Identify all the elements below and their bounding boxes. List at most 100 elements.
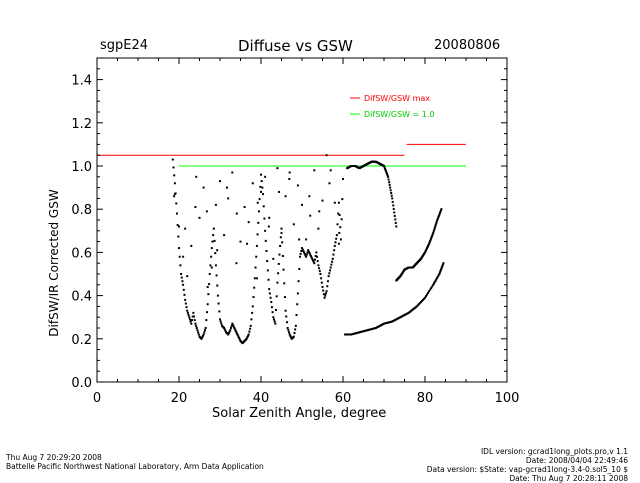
data-point	[356, 331, 359, 334]
data-point	[272, 318, 275, 321]
data-point	[202, 186, 205, 189]
data-point	[294, 324, 297, 327]
data-point	[195, 324, 198, 327]
data-point	[299, 252, 302, 255]
data-point	[292, 223, 295, 226]
data-point	[215, 274, 218, 277]
data-point	[352, 332, 355, 335]
data-point	[250, 318, 253, 321]
data-point	[219, 180, 221, 183]
data-point	[363, 329, 366, 332]
data-point	[188, 318, 191, 321]
y-tick-label: 1.2	[71, 117, 92, 132]
data-point	[338, 213, 341, 216]
data-point	[198, 216, 201, 219]
data-point	[296, 184, 299, 187]
legend-label-one: DifSW/GSW = 1.0	[364, 110, 435, 119]
data-point	[244, 338, 247, 341]
data-point	[313, 262, 316, 265]
data-point	[255, 255, 258, 258]
data-point	[436, 277, 439, 280]
data-point	[214, 252, 217, 255]
data-point	[194, 322, 197, 325]
data-point	[183, 293, 186, 296]
data-point	[175, 212, 178, 215]
data-point	[227, 332, 230, 335]
data-point	[432, 282, 435, 285]
data-point	[415, 305, 418, 308]
data-point	[395, 318, 398, 321]
data-point	[354, 332, 357, 335]
data-point	[281, 255, 284, 257]
data-point	[185, 306, 188, 309]
data-point	[301, 247, 303, 250]
data-point	[388, 181, 391, 184]
data-point	[288, 331, 291, 334]
data-point	[427, 243, 430, 246]
data-point	[414, 306, 417, 309]
data-point	[272, 257, 275, 260]
data-point	[293, 332, 296, 335]
data-point	[270, 301, 273, 304]
data-point	[326, 280, 329, 283]
data-point	[434, 279, 437, 282]
data-point	[204, 327, 207, 329]
data-point	[186, 311, 189, 314]
data-point	[390, 194, 393, 197]
data-point	[268, 216, 271, 219]
data-point	[437, 216, 440, 219]
data-point	[254, 266, 257, 269]
data-point	[313, 169, 316, 172]
data-point	[283, 282, 286, 285]
data-point	[285, 315, 288, 318]
data-point	[255, 244, 258, 247]
data-point	[208, 283, 211, 286]
y-tick-label: 0.0	[71, 376, 92, 391]
data-point	[359, 331, 362, 334]
data-point	[393, 211, 396, 214]
data-point	[385, 170, 388, 173]
data-point	[224, 329, 227, 332]
data-point	[358, 331, 361, 334]
data-point	[392, 207, 395, 210]
data-point	[320, 277, 323, 280]
data-point	[405, 312, 408, 315]
data-point	[337, 242, 340, 245]
data-point	[441, 264, 444, 267]
data-point	[325, 290, 328, 293]
data-point	[328, 182, 331, 185]
data-point	[435, 278, 438, 281]
data-point	[340, 218, 343, 221]
data-point	[329, 266, 332, 269]
data-point	[223, 234, 226, 237]
data-point	[351, 333, 354, 336]
data-point	[321, 199, 324, 202]
data-point	[397, 317, 400, 320]
data-point	[207, 293, 210, 296]
data-point	[412, 307, 415, 310]
data-point	[217, 302, 220, 305]
data-point	[429, 288, 432, 291]
data-point	[418, 302, 421, 305]
data-point	[292, 336, 295, 339]
data-point	[184, 227, 187, 230]
data-point	[434, 225, 437, 228]
data-point	[252, 296, 255, 299]
data-point	[390, 320, 393, 323]
data-point	[426, 246, 429, 248]
data-point	[231, 324, 234, 327]
data-point	[229, 329, 232, 332]
data-point	[337, 212, 340, 215]
data-point	[256, 233, 259, 236]
data-point	[432, 283, 435, 286]
data-point	[201, 334, 204, 337]
data-point	[214, 203, 217, 206]
data-point	[263, 217, 266, 220]
data-point	[431, 285, 434, 288]
footer-version-date: Date: 2008/04/04 22:49:46	[525, 456, 628, 465]
data-point	[301, 203, 303, 206]
data-point	[236, 334, 239, 337]
data-point	[281, 241, 284, 244]
data-point	[275, 309, 278, 311]
data-point	[305, 255, 308, 258]
